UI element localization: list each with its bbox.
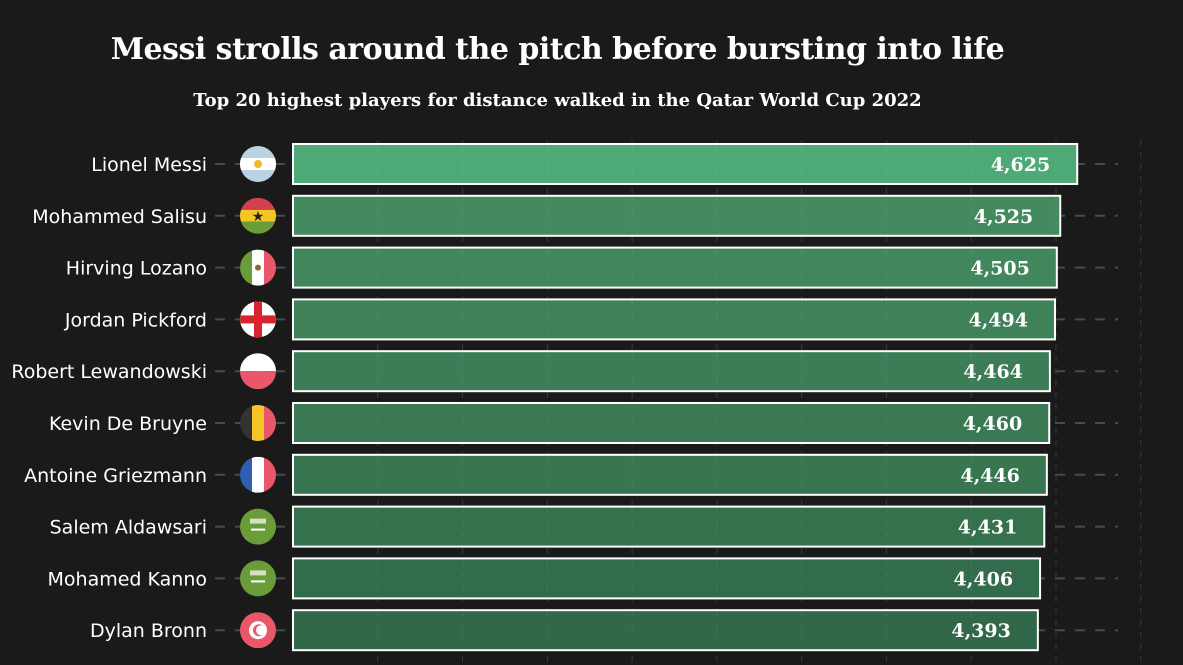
category-label: Antoine Griezmann [24, 465, 207, 487]
mexico-flag-icon [240, 249, 276, 286]
tunisia-flag-icon [240, 612, 276, 649]
belgium-flag-icon [240, 405, 276, 441]
bar [292, 194, 1062, 237]
bar [292, 609, 1039, 652]
category-label: Dylan Bronn [90, 620, 207, 642]
svg-text:★: ★ [252, 209, 265, 225]
value-label: 4,625 [991, 154, 1051, 176]
bar [292, 557, 1042, 600]
argentina-flag-icon [240, 146, 276, 182]
bar [292, 298, 1056, 341]
bar [292, 453, 1048, 496]
value-label: 4,460 [963, 413, 1023, 435]
value-label: 4,505 [970, 258, 1030, 280]
france-flag-icon [240, 456, 276, 493]
category-label: Robert Lewandowski [11, 361, 207, 383]
poland-flag-icon [240, 353, 276, 390]
value-label: 4,446 [960, 465, 1020, 487]
saudi-arabia-flag-icon [240, 508, 276, 545]
value-label: 4,525 [974, 206, 1034, 228]
chart-subtitle: Top 20 highest players for distance walk… [193, 90, 922, 111]
england-flag-icon [240, 301, 276, 338]
bar [292, 143, 1079, 185]
category-label: Mohammed Salisu [32, 206, 207, 228]
value-label: 4,393 [951, 620, 1011, 642]
bar [292, 505, 1046, 548]
bar [292, 350, 1051, 393]
category-label: Hirving Lozano [66, 258, 207, 280]
category-label: Mohamed Kanno [48, 568, 207, 590]
chart-title: Messi strolls around the pitch before bu… [110, 32, 1005, 67]
category-label: Jordan Pickford [64, 309, 207, 331]
category-label: Lionel Messi [91, 154, 207, 176]
bar [292, 402, 1051, 444]
bar [292, 246, 1058, 289]
value-label: 4,406 [954, 568, 1014, 590]
ghana-flag-icon: ★ [240, 197, 276, 234]
category-label: Salem Aldawsari [50, 517, 207, 539]
value-label: 4,464 [963, 361, 1023, 383]
value-label: 4,431 [958, 517, 1018, 539]
saudi-arabia-flag-icon [240, 560, 276, 597]
value-label: 4,494 [968, 309, 1028, 331]
category-label: Kevin De Bruyne [49, 413, 207, 435]
